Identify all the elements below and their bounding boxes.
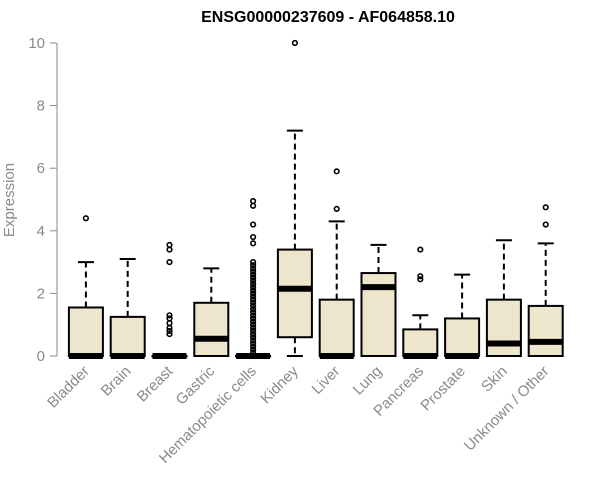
box-brain [109,257,146,359]
iqr-box [402,328,439,357]
iqr-box [276,248,313,339]
outlier-point [250,277,257,284]
box-prostate [444,273,481,359]
outlier-point [250,318,257,325]
x-category-label: Lung [350,363,386,399]
y-axis-label: Expression [1,163,18,237]
outlier-point [166,327,173,335]
box-bladder [67,215,104,359]
y-tick-label: 10 [28,35,45,52]
box-unknown-other [527,204,564,358]
box-gastric [193,267,230,358]
outlier-point [166,259,173,266]
outlier-point [250,340,257,347]
iqr-box [444,317,481,358]
outlier-point [542,221,549,228]
box-skin [485,239,522,358]
outlier-point [250,293,257,300]
outlier-point [250,346,257,353]
outlier-point [250,197,257,205]
box-liver [318,168,355,359]
outlier-point [166,330,173,338]
outlier-point [250,233,257,241]
outlier-point [250,343,257,350]
outlier-point [250,315,257,322]
box-series [67,39,564,359]
outlier-point [250,284,257,291]
x-category-label: Skin [478,363,511,396]
outlier-point [250,305,257,313]
x-category-label: Kidney [257,362,302,407]
box-lung [360,243,397,357]
outlier-point [250,265,257,272]
outlier-point [250,327,257,335]
box-kidney [276,39,313,357]
iqr-box [485,298,522,358]
outlier-point [250,312,257,319]
chart-title: ENSG00000237609 - AF064858.10 [201,9,455,26]
outlier-point [250,309,257,316]
y-tick-label: 4 [37,223,45,240]
outlier-point [250,302,257,310]
y-tick-label: 6 [37,160,45,177]
outlier-point [333,168,340,175]
outlier-point [166,312,173,319]
outlier-point [250,324,257,331]
x-category-label: Brain [98,363,135,400]
outlier-point [250,274,257,281]
y-tick-label: 2 [37,285,45,302]
outlier-point [542,204,549,211]
outlier-point [250,287,257,294]
outlier-point [250,271,257,278]
outlier-point [333,205,340,212]
x-category-label: Liver [309,363,344,398]
outlier-point [250,262,257,269]
x-category-label: Bladder [44,363,93,412]
outlier-point [250,349,257,356]
iqr-box [527,304,564,358]
outlier-point [250,290,257,297]
outlier-point [250,330,257,338]
outlier-point [250,259,257,266]
x-category-label: Prostate [417,363,469,415]
outlier-point [291,39,299,47]
outlier-point [417,276,424,283]
outlier-point [250,337,257,344]
x-category-label: Breast [134,362,177,405]
y-tick-label: 0 [37,348,45,365]
outlier-point [417,273,424,280]
outlier-point [250,268,257,275]
iqr-box [193,301,230,358]
outlier-point [250,321,257,328]
outlier-point [166,315,173,322]
outlier-point [417,246,424,253]
outlier-point [250,280,257,288]
box-pancreas [402,246,439,359]
outlier-point [250,240,257,247]
iqr-box [67,306,104,357]
outlier-point [250,299,257,306]
outlier-point [250,221,257,228]
box-hematopoietic-cells [235,197,272,359]
outlier-point [250,334,257,341]
box-breast [151,241,188,359]
iqr-box [318,298,355,358]
outlier-point [166,241,173,248]
iqr-box [109,315,146,357]
y-axis: 0 2 4 6 8 10 [28,35,58,365]
outlier-point [82,215,89,222]
outlier-point [250,296,257,303]
y-tick-label: 8 [37,98,45,115]
